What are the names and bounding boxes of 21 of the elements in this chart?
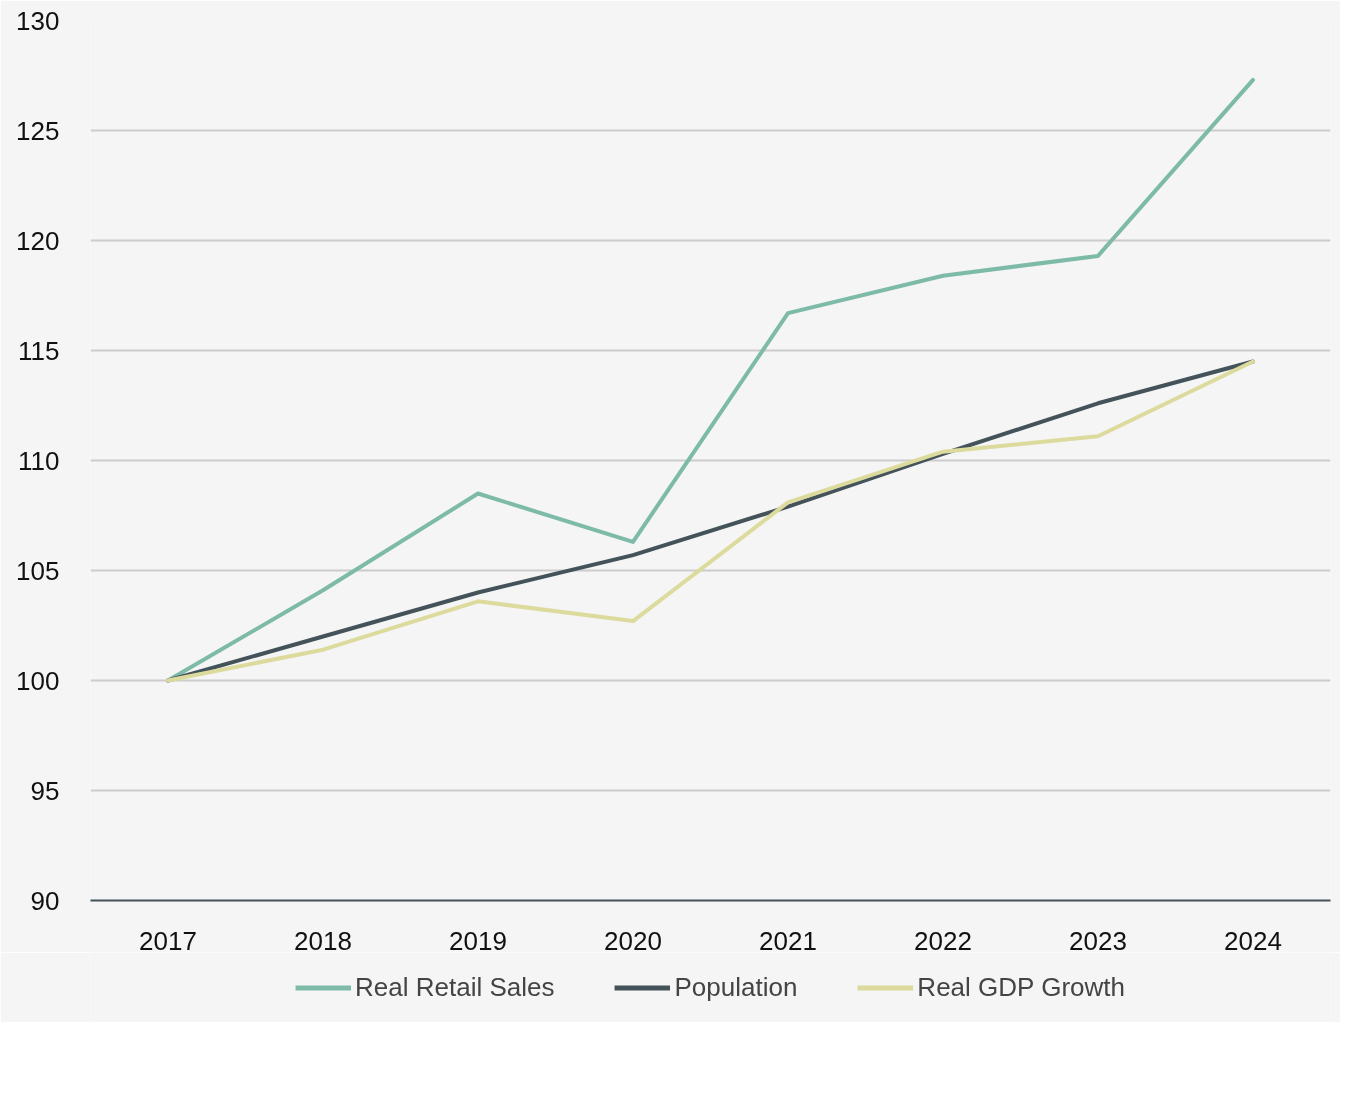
y-tick-label: 110 [18,445,60,476]
x-tick-label: 2017 [139,925,197,956]
y-tick-label: 120 [16,225,60,256]
legend-label: Real Retail Sales [355,971,555,1003]
x-tick-label: 2022 [914,925,972,956]
y-tick-label: 125 [16,115,60,146]
y-tick-label: 105 [16,555,60,586]
x-tick-label: 2018 [294,925,352,956]
y-tick-label: 95 [30,775,60,806]
x-tick-label: 2021 [759,925,817,956]
x-tick-label: 2023 [1069,925,1127,956]
y-tick-label: 115 [18,335,60,366]
y-tick-label: 130 [16,5,60,36]
legend-label: Real GDP Growth [917,971,1125,1003]
y-tick-label: 90 [30,885,60,916]
line-series [166,359,1255,683]
x-tick-label: 2019 [449,925,507,956]
y-tick-label: 100 [16,665,60,696]
x-tick-label: 2024 [1224,925,1282,956]
x-tick-label: 2020 [604,925,662,956]
legend-label: Population [674,971,798,1003]
